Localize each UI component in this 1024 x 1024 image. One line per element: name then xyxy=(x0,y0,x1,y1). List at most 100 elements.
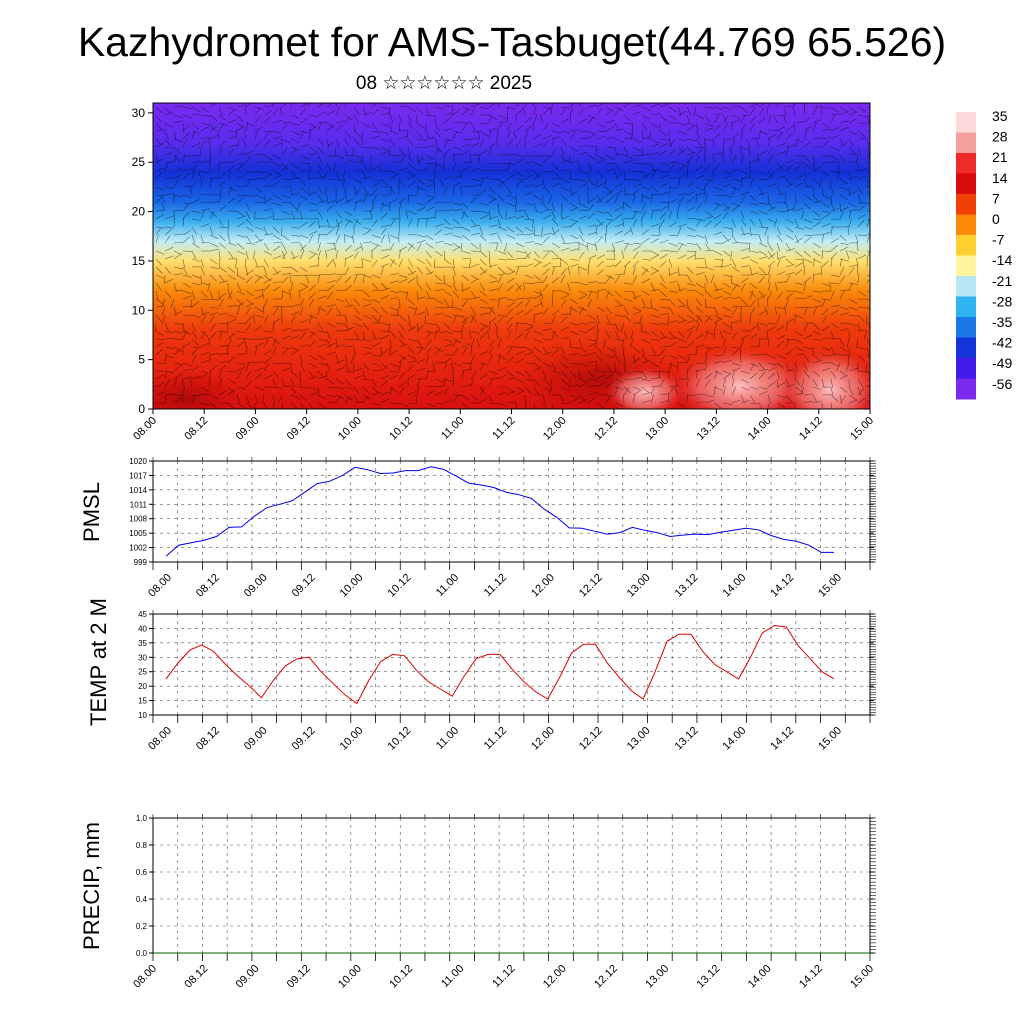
x-tick-label: 11.12 xyxy=(490,415,517,442)
y-tick-label: 30 xyxy=(138,653,147,662)
y-tick-label: 20 xyxy=(132,205,146,219)
x-tick-label: 09.12 xyxy=(290,725,318,753)
x-tick-label: 14.00 xyxy=(746,415,774,443)
x-tick-label: 11.00 xyxy=(434,572,461,599)
colorbar-swatch xyxy=(956,378,976,400)
data-line xyxy=(165,624,835,705)
heat-patch xyxy=(780,348,870,409)
y-axis-label: PMSL xyxy=(79,482,104,542)
y-tick-label: 1017 xyxy=(129,471,147,480)
x-tick-label: 10.00 xyxy=(338,725,366,753)
x-tick-label: 08.00 xyxy=(131,415,159,443)
x-tick-label: 11.12 xyxy=(490,963,517,990)
x-tick-label: 14.00 xyxy=(720,572,748,600)
x-tick-label: 13.12 xyxy=(695,415,723,443)
x-tick-label: 11.12 xyxy=(482,725,509,752)
precip-panel: 0.0 0.2 0.4 0.6 0.8 1.0 08.00 08.12 09.00 09.12 10… xyxy=(79,814,876,991)
colorbar-label: 0 xyxy=(992,211,1000,227)
y-tick-label: 0 xyxy=(138,402,145,416)
x-tick-label: 12.12 xyxy=(577,572,605,600)
x-tick-label: 12.12 xyxy=(577,725,605,753)
x-tick-label: 10.12 xyxy=(385,572,413,600)
y-tick-label: 1002 xyxy=(129,544,147,553)
y-tick-label: 1011 xyxy=(130,500,148,509)
y-tick-label: 10 xyxy=(138,711,147,720)
y-tick-label: 1005 xyxy=(129,529,147,538)
colorbar-label: -49 xyxy=(992,355,1012,371)
y-tick-label: 5 xyxy=(138,353,145,367)
colorbar-swatch xyxy=(956,112,976,133)
y-tick-label: 25 xyxy=(138,668,147,677)
y-tick-label: 0.2 xyxy=(136,922,148,931)
x-tick-label: 08.12 xyxy=(194,725,222,753)
x-tick-label: 15.00 xyxy=(848,963,876,991)
x-tick-label: 09.12 xyxy=(290,572,318,600)
pmsl-panel: 999 1002 1005 1008 1011 1014 1017 1020 08.00 08.1… xyxy=(79,457,876,600)
colorbar-swatch xyxy=(956,337,976,359)
grid xyxy=(152,817,871,954)
y-tick-label: 40 xyxy=(138,624,147,633)
y-axis-label: PRECIP, mm xyxy=(79,822,104,950)
colorbar: 35 28 21 14 7 0 -7 -14 -21 -28 -35 -42 -49 -56 xyxy=(956,108,1012,400)
x-tick-label: 14.00 xyxy=(720,725,748,753)
x-tick-label: 14.12 xyxy=(768,572,796,600)
x-tick-label: 11.00 xyxy=(439,963,466,990)
colorbar-swatch xyxy=(956,358,976,379)
x-tick-label: 11.00 xyxy=(439,415,466,442)
y-tick-label: 15 xyxy=(132,254,146,268)
x-tick-label: 08.00 xyxy=(146,725,174,753)
y-tick-label: 0.0 xyxy=(136,949,148,958)
colorbar-swatch xyxy=(956,153,976,174)
y-tick-label: 10 xyxy=(132,303,146,317)
heat-patch xyxy=(605,366,685,409)
x-tick-label: 10.12 xyxy=(387,415,415,443)
colorbar-swatch xyxy=(956,255,976,277)
x-tick-label: 10.00 xyxy=(336,963,364,991)
sub-title: 08 ☆☆☆☆☆☆ 2025 xyxy=(355,73,533,94)
x-tick-label: 13.12 xyxy=(673,572,701,600)
x-tick-label: 09.12 xyxy=(285,415,313,443)
x-tick-label: 09.00 xyxy=(234,963,262,991)
colorbar-label: -28 xyxy=(992,293,1012,309)
y-tick-label: 0.4 xyxy=(136,895,148,904)
colorbar-swatch xyxy=(956,132,976,154)
colorbar-swatch xyxy=(956,235,976,256)
x-tick-label: 13.12 xyxy=(695,963,723,991)
y-tick-label: 35 xyxy=(138,639,147,648)
plot-frame xyxy=(152,613,871,716)
x-tick-label: 15.00 xyxy=(816,725,844,753)
colorbar-label: 35 xyxy=(992,108,1008,124)
x-tick-label: 12.12 xyxy=(592,963,620,991)
heat-patch xyxy=(670,346,810,409)
x-tick-label: 12.12 xyxy=(592,415,620,443)
grid xyxy=(152,613,871,716)
x-tick-label: 13.00 xyxy=(643,415,671,443)
colorbar-label: 21 xyxy=(992,149,1008,165)
colorbar-label: 28 xyxy=(992,129,1008,145)
x-tick-label: 13.12 xyxy=(673,725,701,753)
x-tick-label: 10.00 xyxy=(338,572,366,600)
x-tick-label: 13.00 xyxy=(625,572,653,600)
colorbar-label: -14 xyxy=(992,252,1012,268)
x-tick-label: 12.00 xyxy=(529,572,557,600)
y-tick-label: 999 xyxy=(134,558,148,567)
x-tick-label: 08.00 xyxy=(146,572,174,600)
y-tick-label: 45 xyxy=(138,610,147,619)
y-tick-label: 0.8 xyxy=(136,841,148,850)
colorbar-swatch xyxy=(956,296,976,318)
x-tick-label: 13.00 xyxy=(643,963,671,991)
colorbar-label: -21 xyxy=(992,273,1012,289)
x-tick-label: 10.00 xyxy=(336,415,364,443)
x-tick-label: 08.12 xyxy=(182,415,210,443)
colorbar-swatch xyxy=(956,173,976,195)
x-tick-label: 10.12 xyxy=(387,963,415,991)
heat-patch xyxy=(153,370,240,409)
x-tick-label: 13.00 xyxy=(625,725,653,753)
x-tick-label: 14.12 xyxy=(797,963,825,991)
x-tick-label: 09.12 xyxy=(285,963,313,991)
main-title: Kazhydromet for AMS-Tasbuget(44.769 65.5… xyxy=(77,19,947,65)
x-tick-label: 08.12 xyxy=(182,963,210,991)
colorbar-label: 7 xyxy=(992,190,1000,206)
x-tick-label: 14.12 xyxy=(768,725,796,753)
y-tick-label: 1014 xyxy=(129,486,147,495)
